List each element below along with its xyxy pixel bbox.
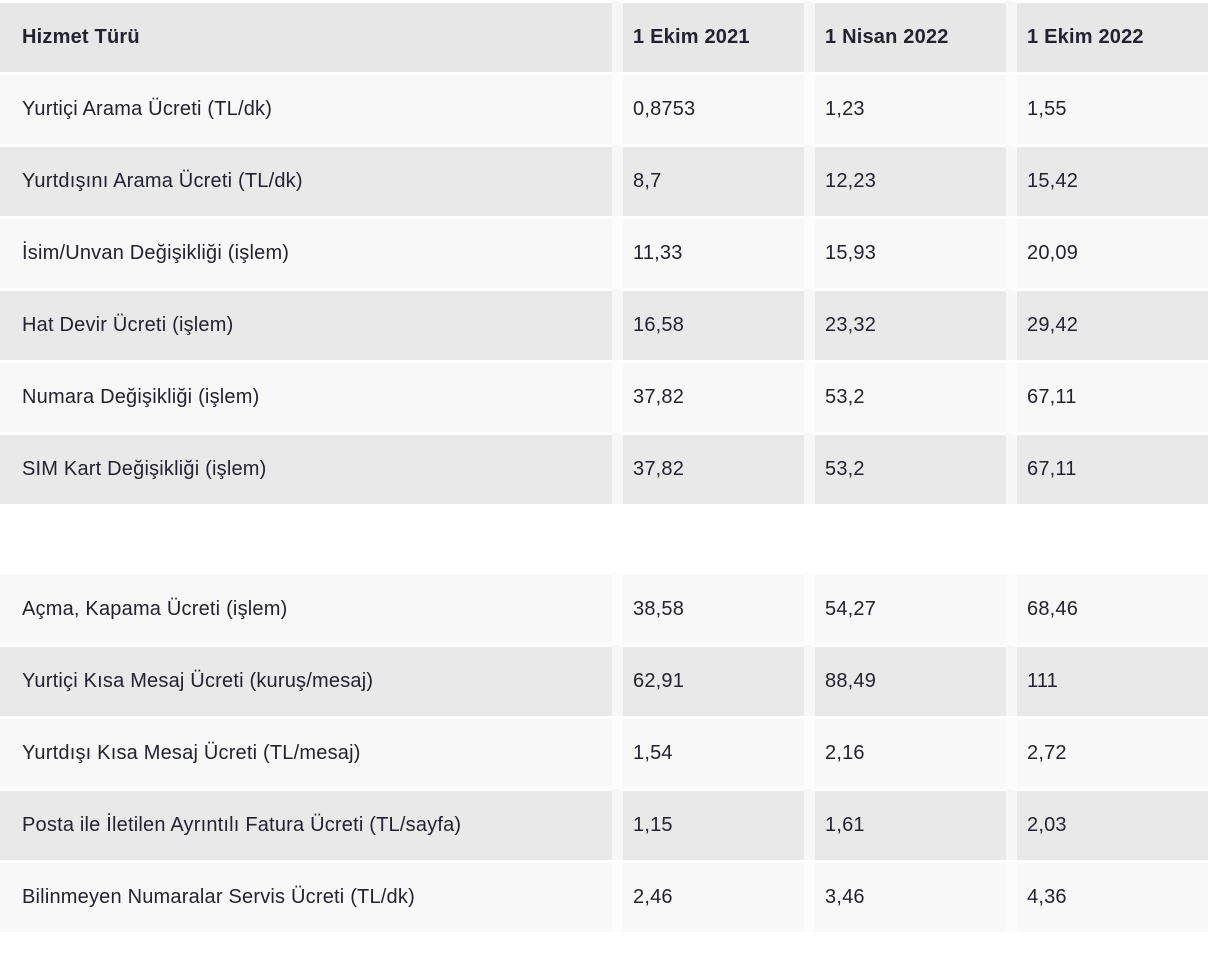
fee-value-cell: 0,8753 (612, 72, 804, 144)
service-name-cell: SIM Kart Değişikliği (işlem) (0, 432, 612, 504)
fee-value-cell: 37,82 (612, 360, 804, 432)
table-header-row: Hizmet Türü 1 Ekim 2021 1 Nisan 2022 1 Ekim… (0, 0, 1208, 72)
fee-value-cell: 15,42 (1006, 144, 1208, 216)
table-row: Yurtiçi Arama Ücreti (TL/dk) 0,8753 1,23 1,… (0, 72, 1208, 144)
fee-value-cell: 12,23 (804, 144, 1006, 216)
fee-value-cell: 88,49 (804, 644, 1006, 716)
fee-value-cell: 53,2 (804, 432, 1006, 504)
fee-value-cell: 67,11 (1006, 360, 1208, 432)
fee-value-cell: 16,58 (612, 288, 804, 360)
fee-value-cell: 54,27 (804, 572, 1006, 644)
fee-value-cell: 53,2 (804, 360, 1006, 432)
fee-value-cell: 2,46 (612, 860, 804, 932)
table-body-section-2: Açma, Kapama Ücreti (işlem) 38,58 54,27 68,… (0, 572, 1208, 932)
column-header-service-type: Hizmet Türü (0, 0, 612, 72)
service-name-cell: Yurtdışı Kısa Mesaj Ücreti (TL/mesaj) (0, 716, 612, 788)
table-row: Hat Devir Ücreti (işlem) 16,58 23,32 29,42 (0, 288, 1208, 360)
table-header: Hizmet Türü 1 Ekim 2021 1 Nisan 2022 1 Ekim… (0, 0, 1208, 72)
fee-value-cell: 1,55 (1006, 72, 1208, 144)
table-row: Yurtdışını Arama Ücreti (TL/dk) 8,7 12,23 1… (0, 144, 1208, 216)
table-row: Açma, Kapama Ücreti (işlem) 38,58 54,27 68,… (0, 572, 1208, 644)
column-header-date-1: 1 Ekim 2021 (612, 0, 804, 72)
table-body-section-1: Yurtiçi Arama Ücreti (TL/dk) 0,8753 1,23 1,… (0, 72, 1208, 504)
fee-value-cell: 11,33 (612, 216, 804, 288)
fee-value-cell: 37,82 (612, 432, 804, 504)
fee-value-cell: 1,15 (612, 788, 804, 860)
fee-table-section-1: Hizmet Türü 1 Ekim 2021 1 Nisan 2022 1 Ekim… (0, 0, 1208, 504)
fee-value-cell: 2,03 (1006, 788, 1208, 860)
fee-value-cell: 1,54 (612, 716, 804, 788)
fee-value-cell: 2,16 (804, 716, 1006, 788)
column-header-date-2: 1 Nisan 2022 (804, 0, 1006, 72)
service-name-cell: Yurtiçi Kısa Mesaj Ücreti (kuruş/mesaj) (0, 644, 612, 716)
service-name-cell: Yurtiçi Arama Ücreti (TL/dk) (0, 72, 612, 144)
fee-value-cell: 1,61 (804, 788, 1006, 860)
service-name-cell: İsim/Unvan Değişikliği (işlem) (0, 216, 612, 288)
fee-value-cell: 2,72 (1006, 716, 1208, 788)
table-row: Bilinmeyen Numaralar Servis Ücreti (TL/d… (0, 860, 1208, 932)
table-row: Yurtiçi Kısa Mesaj Ücreti (kuruş/mesaj) 6… (0, 644, 1208, 716)
service-name-cell: Yurtdışını Arama Ücreti (TL/dk) (0, 144, 612, 216)
column-header-date-3: 1 Ekim 2022 (1006, 0, 1208, 72)
fee-value-cell: 111 (1006, 644, 1208, 716)
table-row: Yurtdışı Kısa Mesaj Ücreti (TL/mesaj) 1,5… (0, 716, 1208, 788)
fee-value-cell: 15,93 (804, 216, 1006, 288)
table-row: Numara Değişikliği (işlem) 37,82 53,2 67,11 (0, 360, 1208, 432)
fee-value-cell: 1,23 (804, 72, 1006, 144)
table-row: SIM Kart Değişikliği (işlem) 37,82 53,2 67,… (0, 432, 1208, 504)
fee-value-cell: 67,11 (1006, 432, 1208, 504)
service-name-cell: Numara Değişikliği (işlem) (0, 360, 612, 432)
service-name-cell: Açma, Kapama Ücreti (işlem) (0, 572, 612, 644)
fee-value-cell: 8,7 (612, 144, 804, 216)
fee-value-cell: 68,46 (1006, 572, 1208, 644)
table-row: İsim/Unvan Değişikliği (işlem) 11,33 15,93… (0, 216, 1208, 288)
fee-value-cell: 62,91 (612, 644, 804, 716)
fee-value-cell: 29,42 (1006, 288, 1208, 360)
table-row: Posta ile İletilen Ayrıntılı Fatura Ücre… (0, 788, 1208, 860)
fee-table-section-2: Açma, Kapama Ücreti (işlem) 38,58 54,27 68,… (0, 572, 1208, 932)
service-name-cell: Posta ile İletilen Ayrıntılı Fatura Ücre… (0, 788, 612, 860)
fee-value-cell: 3,46 (804, 860, 1006, 932)
fee-value-cell: 20,09 (1006, 216, 1208, 288)
fee-value-cell: 38,58 (612, 572, 804, 644)
service-name-cell: Hat Devir Ücreti (işlem) (0, 288, 612, 360)
fee-value-cell: 4,36 (1006, 860, 1208, 932)
fee-value-cell: 23,32 (804, 288, 1006, 360)
service-name-cell: Bilinmeyen Numaralar Servis Ücreti (TL/d… (0, 860, 612, 932)
